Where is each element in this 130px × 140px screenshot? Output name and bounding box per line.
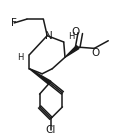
Text: H: H bbox=[68, 32, 74, 41]
Text: O: O bbox=[71, 27, 79, 37]
Text: O: O bbox=[91, 48, 100, 59]
Polygon shape bbox=[65, 46, 79, 57]
Text: Cl: Cl bbox=[46, 125, 56, 135]
Polygon shape bbox=[29, 69, 51, 84]
Text: F: F bbox=[11, 18, 17, 28]
Text: N: N bbox=[45, 31, 52, 41]
Text: H: H bbox=[17, 53, 24, 62]
